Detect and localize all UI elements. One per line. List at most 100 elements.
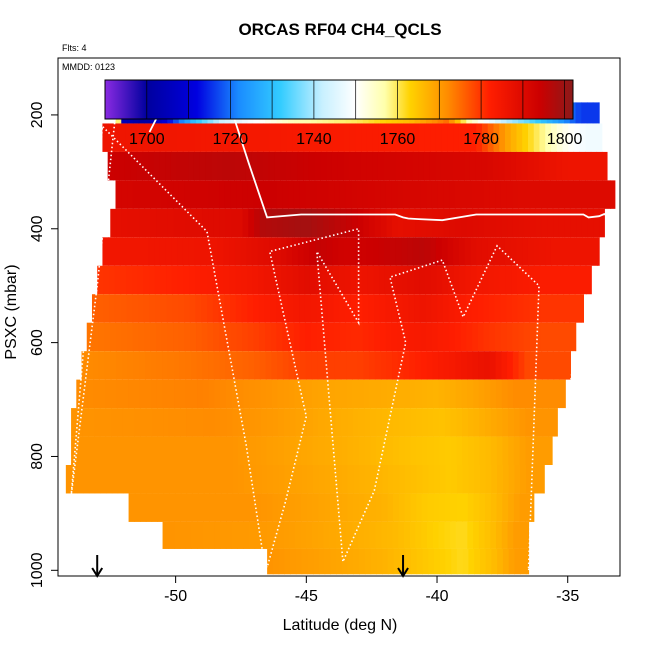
heat-cell: [483, 180, 490, 209]
heat-cell: [326, 237, 334, 266]
heat-cell: [496, 493, 503, 522]
heat-cell: [570, 351, 571, 380]
heat-cell: [564, 322, 571, 352]
heat-cell: [455, 379, 463, 409]
heat-cell: [116, 351, 123, 380]
heat-cell: [303, 123, 311, 152]
heat-cell: [514, 465, 521, 494]
heat-cell: [542, 379, 549, 409]
heat-cell: [375, 521, 382, 549]
heat-cell: [131, 237, 138, 266]
heat-cell: [313, 548, 320, 575]
heat-cell: [241, 294, 248, 323]
heat-cell: [525, 436, 532, 465]
heat-cell: [126, 294, 133, 323]
heat-cell: [315, 265, 323, 295]
heat-cell: [237, 379, 244, 409]
heat-cell: [257, 237, 265, 266]
heat-cell: [260, 436, 268, 465]
heat-cell: [109, 322, 117, 352]
heat-cell: [545, 265, 553, 295]
heat-cell: [230, 180, 237, 209]
heat-cell: [508, 548, 515, 575]
heat-cell: [361, 123, 368, 152]
heat-cell: [492, 151, 500, 181]
heat-cell: [430, 237, 437, 266]
heat-cell: [456, 465, 464, 494]
heat-cell: [586, 265, 592, 295]
heat-cell: [267, 465, 274, 494]
heat-cell: [569, 294, 576, 323]
heat-cell: [236, 208, 244, 238]
heat-cell: [490, 379, 497, 409]
colorbar-tick-label: 1720: [213, 131, 249, 148]
heat-cell: [416, 493, 423, 522]
heat-cell: [496, 436, 503, 465]
heat-cell: [386, 208, 393, 238]
heat-cell: [525, 408, 532, 437]
heat-cell: [196, 180, 203, 209]
heat-cell: [231, 208, 238, 238]
heat-cell: [155, 294, 162, 323]
heat-cell: [305, 322, 312, 352]
heat-cell: [286, 237, 293, 266]
heat-cell: [564, 180, 571, 209]
heat-cell: [364, 465, 372, 494]
heat-cell: [286, 123, 293, 152]
heat-cell: [380, 322, 387, 352]
heat-cell: [471, 294, 478, 323]
heat-cell: [231, 379, 238, 409]
heat-cell: [580, 265, 587, 295]
heat-cell: [213, 208, 221, 238]
heat-cell: [265, 322, 272, 352]
heat-cell: [546, 322, 554, 352]
heat-cell: [392, 208, 399, 238]
heat-cell: [439, 548, 446, 575]
heat-cell: [232, 436, 239, 465]
y-tick-label: 200: [29, 101, 46, 128]
heat-cell: [324, 548, 331, 575]
heat-cell: [355, 123, 362, 152]
heat-cell: [472, 208, 479, 238]
heat-cell: [224, 180, 232, 209]
heat-cell: [421, 408, 429, 437]
heat-cell: [283, 521, 290, 549]
heat-cell: [322, 322, 329, 352]
heat-cell: [255, 493, 262, 522]
heat-cell: [277, 379, 284, 409]
heat-cell: [318, 408, 325, 437]
heat-cell: [306, 436, 314, 465]
heat-cell: [488, 294, 496, 323]
heat-cell: [437, 180, 444, 209]
heat-cell: [183, 265, 190, 295]
heat-cell: [438, 208, 445, 238]
heat-cell: [139, 208, 146, 238]
heat-cell: [160, 294, 168, 323]
heat-cell: [132, 294, 139, 323]
heat-cell: [343, 123, 351, 152]
heat-cell: [541, 180, 548, 209]
heat-cell: [387, 548, 395, 575]
heat-cell: [461, 208, 468, 238]
heat-cell: [312, 436, 319, 465]
heat-cell: [235, 265, 242, 295]
heat-cell: [476, 123, 483, 152]
heat-cell: [186, 436, 193, 465]
heat-cell: [472, 180, 479, 209]
heat-cell: [547, 208, 554, 238]
heat-cell: [552, 294, 559, 323]
heat-cell: [483, 294, 490, 323]
heat-cell: [473, 408, 480, 437]
heat-cell: [427, 436, 434, 465]
heat-cell: [299, 294, 306, 323]
heat-cell: [538, 151, 546, 181]
heat-cell: [570, 208, 577, 238]
heat-cell: [496, 521, 503, 549]
heat-cell: [540, 265, 547, 295]
heat-cell: [82, 436, 89, 465]
heat-cell: [409, 521, 417, 549]
heat-cell: [324, 465, 331, 494]
heat-cell: [501, 521, 509, 549]
heat-cell: [585, 123, 592, 152]
heat-cell: [490, 493, 498, 522]
